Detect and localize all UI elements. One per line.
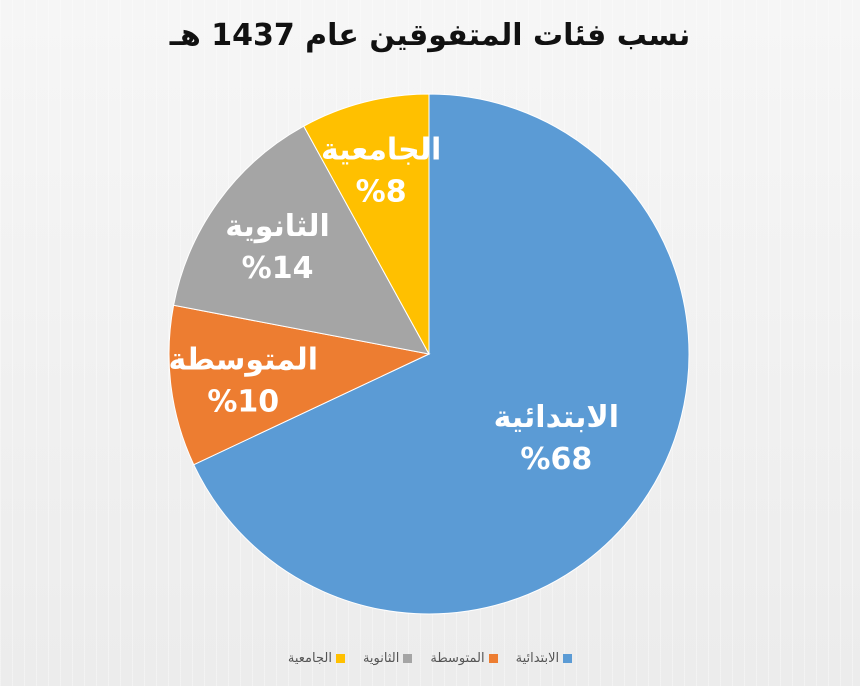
chart-title: نسب فئات المتفوقين عام 1437 هـ (169, 18, 691, 53)
slice-label-primary: الابتدائية (494, 400, 619, 435)
legend: الابتدائية المتوسطة الثانوية الجامعية (0, 651, 860, 666)
legend-swatch-intermediate (488, 654, 498, 663)
pie-slice-intermediate (168, 304, 431, 466)
pie-slice-university (303, 93, 430, 355)
pie-slice-primary (193, 93, 690, 615)
legend-item-intermediate: المتوسطة (430, 651, 498, 666)
legend-item-secondary: الثانوية (362, 651, 413, 666)
legend-swatch-secondary (403, 654, 413, 663)
pie-slice-secondary (173, 125, 430, 355)
slice-value-secondary: %14 (242, 251, 314, 286)
slice-value-intermediate: %10 (207, 384, 279, 419)
legend-label-secondary: الثانوية (362, 651, 400, 666)
legend-swatch-university (335, 654, 345, 663)
legend-swatch-primary (563, 654, 573, 663)
legend-label-primary: الابتدائية (515, 651, 560, 666)
legend-item-primary: الابتدائية (516, 651, 573, 666)
slice-label-intermediate: المتوسطة (168, 342, 318, 377)
slice-label-secondary: الثانوية (225, 209, 330, 244)
slice-label-university: الجامعية (321, 133, 441, 168)
legend-item-university: الجامعية (288, 651, 345, 666)
slice-value-university: %8 (356, 175, 407, 210)
slice-value-primary: %68 (520, 442, 592, 477)
legend-label-university: الجامعية (287, 651, 332, 666)
legend-label-intermediate: المتوسطة (430, 651, 485, 666)
